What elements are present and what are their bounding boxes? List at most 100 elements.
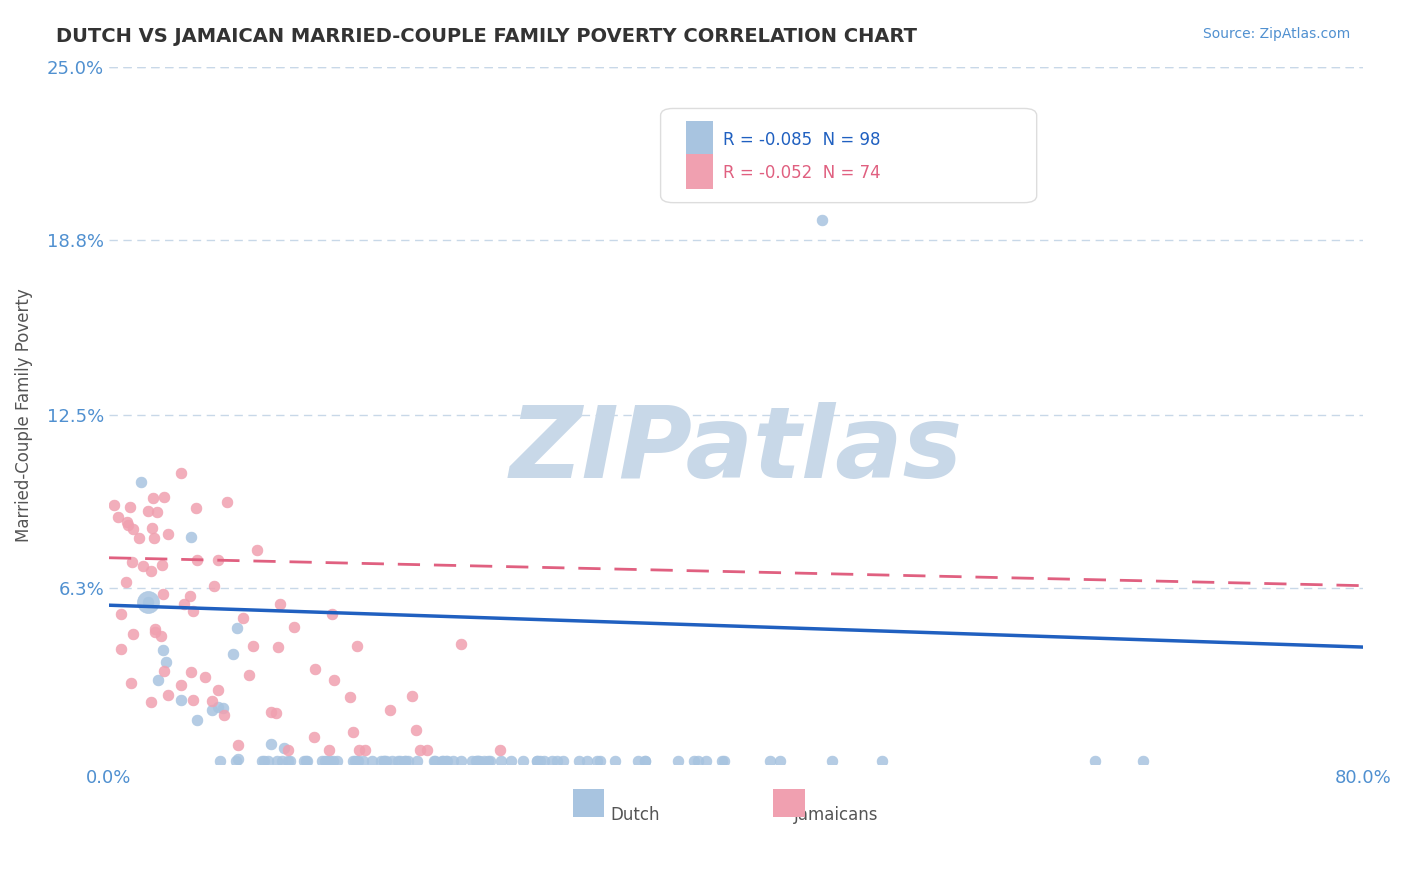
Point	[294, 755, 316, 769]
Point	[318, 743, 340, 757]
Point	[242, 640, 264, 654]
Point	[146, 505, 169, 519]
Point	[269, 597, 291, 611]
Point	[436, 755, 458, 769]
Point	[666, 755, 689, 769]
Point	[212, 708, 235, 723]
Point	[387, 755, 409, 769]
Text: Jamaicans: Jamaicans	[794, 806, 879, 824]
Point	[201, 703, 224, 717]
Point	[415, 743, 437, 757]
Point	[405, 755, 427, 769]
Point	[209, 755, 232, 769]
Point	[478, 755, 501, 769]
Point	[352, 755, 374, 769]
Point	[142, 491, 165, 506]
Point	[226, 751, 249, 765]
Point	[143, 622, 166, 636]
Point	[472, 755, 495, 769]
Point	[225, 755, 247, 769]
Point	[186, 501, 208, 516]
Point	[370, 755, 392, 769]
Point	[277, 755, 299, 769]
Point	[114, 575, 136, 590]
Point	[232, 611, 254, 625]
Point	[339, 690, 361, 705]
Point	[551, 755, 574, 769]
Point	[121, 556, 143, 570]
Point	[321, 607, 343, 621]
Point	[375, 755, 398, 769]
Point	[226, 621, 249, 635]
Point	[354, 743, 377, 757]
Point	[568, 755, 591, 769]
Point	[526, 755, 548, 769]
Point	[150, 558, 173, 573]
Point	[201, 693, 224, 707]
Point	[322, 755, 344, 769]
Point	[468, 755, 491, 769]
Point	[169, 692, 191, 706]
Point	[460, 755, 482, 769]
Point	[271, 755, 294, 769]
Point	[526, 755, 548, 769]
Point	[142, 531, 165, 545]
Point	[253, 755, 276, 769]
Point	[266, 640, 288, 654]
Text: R = -0.052  N = 74: R = -0.052 N = 74	[723, 164, 882, 182]
Point	[540, 755, 562, 769]
Point	[441, 755, 464, 769]
Point	[139, 695, 162, 709]
Point	[373, 755, 395, 769]
Point	[186, 552, 208, 566]
Point	[811, 213, 834, 227]
Point	[373, 755, 395, 769]
FancyBboxPatch shape	[661, 109, 1036, 202]
Point	[120, 676, 142, 690]
Point	[110, 607, 132, 622]
Point	[136, 504, 159, 518]
Point	[207, 553, 229, 567]
Point	[394, 755, 416, 769]
Point	[489, 755, 512, 769]
Point	[246, 542, 269, 557]
Point	[360, 755, 382, 769]
Point	[686, 755, 709, 769]
Point	[122, 522, 145, 536]
Point	[194, 670, 217, 684]
Point	[173, 597, 195, 611]
Point	[146, 673, 169, 687]
Point	[477, 755, 499, 769]
Point	[152, 586, 174, 600]
Point	[633, 755, 655, 769]
Point	[141, 521, 163, 535]
Point	[170, 678, 193, 692]
Point	[128, 532, 150, 546]
Point	[450, 637, 472, 651]
Point	[186, 713, 208, 727]
Point	[401, 689, 423, 703]
Point	[576, 755, 599, 769]
Point	[585, 755, 607, 769]
Point	[380, 703, 402, 717]
Point	[266, 755, 288, 769]
Point	[297, 755, 319, 769]
Point	[120, 500, 142, 515]
Point	[180, 530, 202, 544]
Point	[489, 743, 512, 757]
Point	[465, 755, 488, 769]
Point	[180, 665, 202, 680]
Bar	[686, 121, 713, 156]
Point	[603, 755, 626, 769]
Point	[170, 467, 193, 481]
Point	[304, 662, 326, 676]
Point	[314, 755, 336, 769]
Point	[467, 755, 489, 769]
Text: R = -0.085  N = 98: R = -0.085 N = 98	[723, 131, 880, 149]
Point	[820, 755, 842, 769]
Point	[713, 755, 735, 769]
Point	[319, 755, 342, 769]
Point	[465, 755, 488, 769]
Point	[409, 743, 432, 757]
Point	[589, 755, 612, 769]
